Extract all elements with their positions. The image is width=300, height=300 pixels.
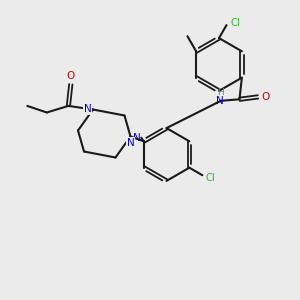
Text: H: H xyxy=(217,88,224,97)
Text: O: O xyxy=(261,92,270,102)
Text: Cl: Cl xyxy=(230,18,240,28)
Text: N: N xyxy=(216,96,224,106)
Text: N: N xyxy=(133,133,141,143)
Text: O: O xyxy=(67,71,75,81)
Text: Cl: Cl xyxy=(206,172,216,183)
Text: N: N xyxy=(84,104,92,115)
Text: N: N xyxy=(84,104,92,115)
Text: N: N xyxy=(127,138,134,148)
Text: N: N xyxy=(127,138,134,148)
